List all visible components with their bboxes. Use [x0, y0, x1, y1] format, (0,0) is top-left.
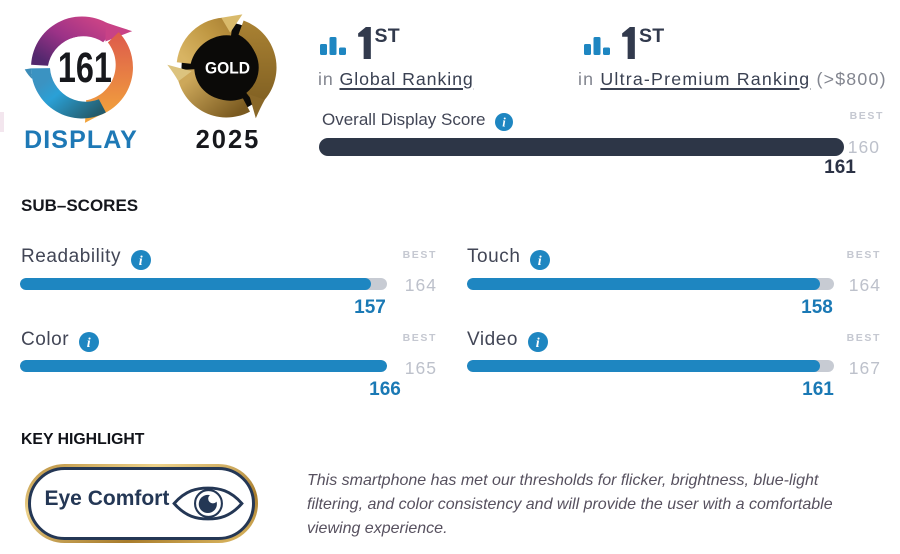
svg-text:161: 161: [58, 45, 112, 92]
svg-text:i: i: [503, 115, 507, 129]
svg-text:i: i: [87, 336, 91, 351]
svg-text:i: i: [536, 336, 540, 351]
svg-text:GOLD: GOLD: [205, 60, 250, 78]
svg-text:i: i: [139, 254, 143, 269]
svg-text:i: i: [538, 254, 542, 269]
